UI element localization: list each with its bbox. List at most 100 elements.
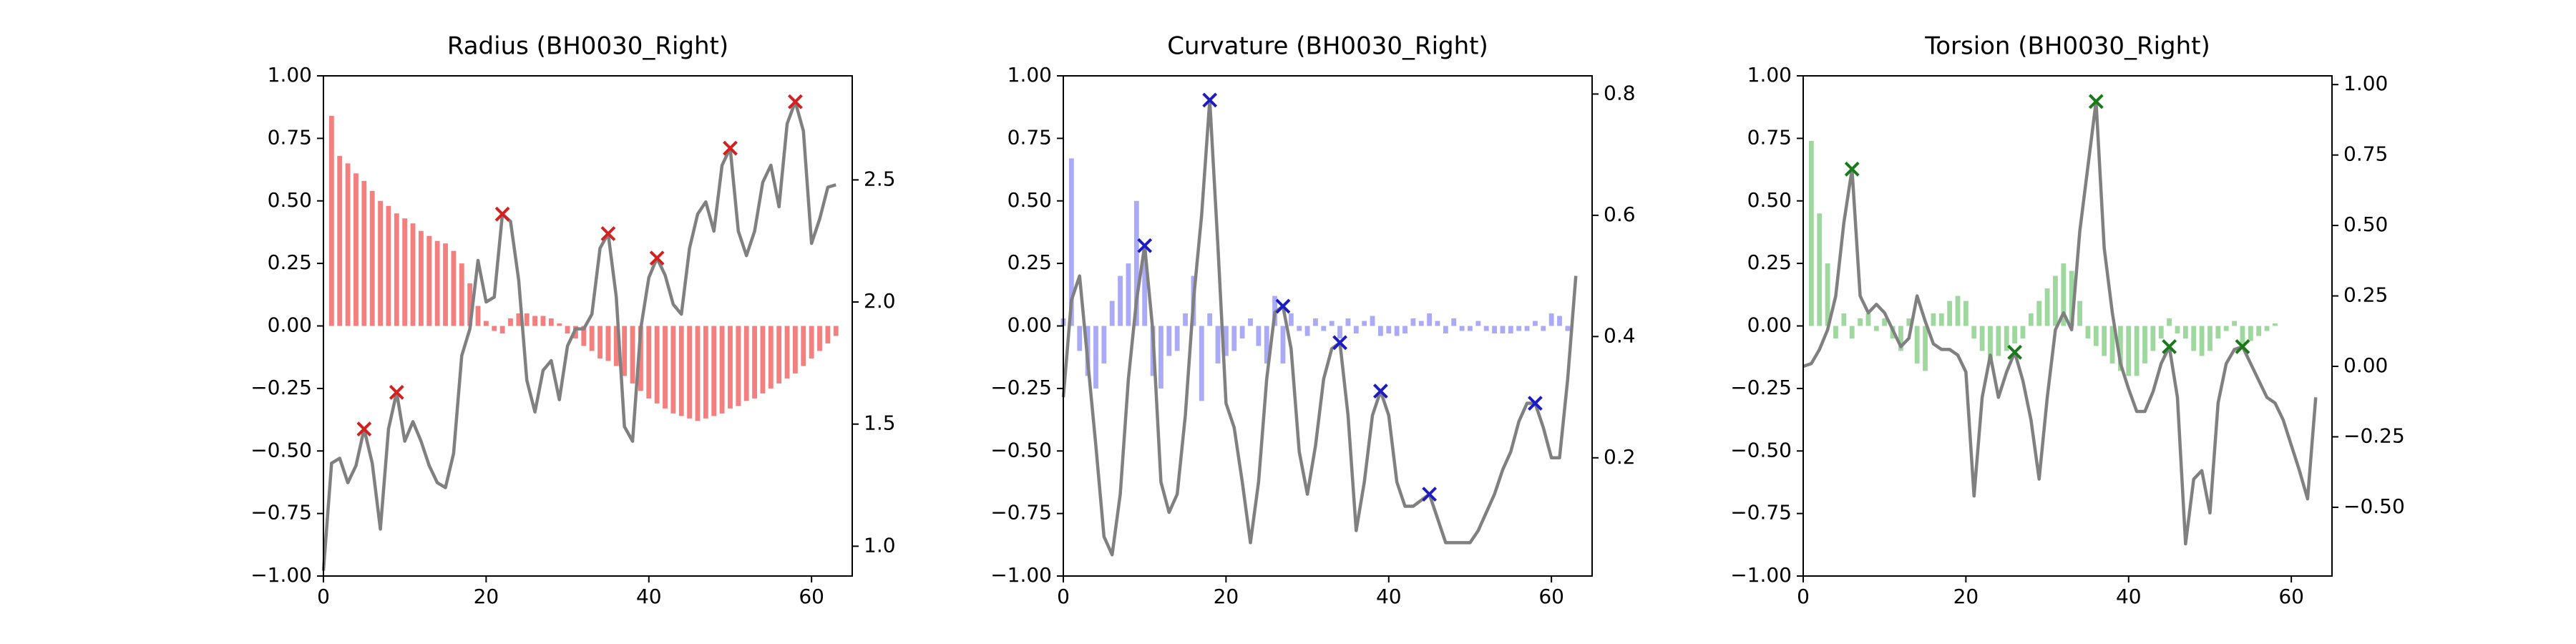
peak-marker (2088, 94, 2104, 109)
bar (1817, 213, 1823, 326)
bar (817, 326, 822, 351)
y-tick-label: 0.75 (1747, 125, 1792, 149)
bar (1345, 318, 1351, 326)
y2-tick-label: 2.5 (864, 167, 896, 190)
bar (1231, 326, 1237, 351)
bar (1093, 326, 1098, 389)
bar (646, 326, 652, 399)
bar (1183, 313, 1188, 326)
bar (2126, 326, 2132, 376)
y2-tick-label: 0.4 (1604, 323, 1636, 347)
bar (2167, 318, 2172, 326)
bar (1931, 313, 1936, 326)
bar (1443, 326, 1448, 333)
bar (695, 326, 701, 421)
bar (1500, 326, 1506, 333)
y2-tick-label: 0.2 (1604, 445, 1636, 469)
y2-tick-label: 2.0 (864, 289, 896, 313)
bar (1264, 326, 1269, 364)
bar (378, 200, 383, 326)
y2-tick-label: −0.50 (2343, 494, 2405, 518)
peak-marker (649, 250, 665, 266)
bar (459, 263, 464, 326)
line (1802, 99, 2318, 546)
bar (1256, 326, 1262, 346)
y2-tick-label: 1.5 (864, 411, 896, 435)
bar (1541, 326, 1546, 331)
peak-marker (356, 421, 372, 436)
peak-marker (1844, 161, 1860, 177)
bar (1068, 158, 1074, 326)
bar (1923, 326, 1928, 371)
y-tick-label: 0.50 (1008, 188, 1052, 212)
bar (1223, 326, 1229, 356)
bar (2012, 326, 2018, 343)
bar (589, 326, 595, 351)
bar (1370, 316, 1375, 326)
bar (2117, 326, 2123, 371)
bar (703, 326, 708, 419)
bar (1516, 326, 1522, 331)
bar (532, 316, 538, 326)
bar (1288, 313, 1294, 326)
bar (1362, 321, 1367, 326)
bar (1533, 321, 1538, 326)
bar (1914, 326, 1920, 364)
x-tick-label: 0 (317, 585, 330, 608)
bar (2175, 326, 2180, 333)
bar (1427, 313, 1433, 326)
y-tick-label: 1.00 (268, 63, 312, 87)
subplot: Radius (BH0030_Right) 0 20 40 60 −1.00 −0.75 −0… (250, 32, 895, 609)
bar (1126, 263, 1131, 326)
bar (1410, 318, 1416, 326)
bar (678, 326, 684, 416)
bar (2256, 326, 2262, 336)
bar (1174, 326, 1180, 351)
x-tick-label: 20 (474, 585, 499, 608)
bar (353, 173, 358, 326)
bar (760, 326, 766, 394)
bar (768, 326, 774, 389)
bar (2191, 326, 2197, 351)
x-tick-label: 40 (1376, 585, 1402, 608)
x-tick-label: 60 (799, 585, 824, 608)
bar (638, 326, 643, 391)
peak-marker (2235, 339, 2250, 354)
bar (1386, 326, 1392, 333)
bar (2053, 275, 2058, 326)
bar (2142, 326, 2147, 364)
bar (1971, 326, 1977, 338)
bar (801, 326, 806, 366)
bar (402, 218, 408, 326)
bar (1906, 318, 1912, 326)
bar (2044, 288, 2050, 326)
bar (1451, 318, 1457, 326)
y-tick-label: 0.75 (268, 125, 312, 149)
y2-tick-label: 1.00 (2343, 72, 2388, 95)
bar (793, 326, 798, 374)
y-tick-label: 1.00 (1747, 63, 1792, 87)
y-tick-label: −0.50 (990, 438, 1052, 462)
bar (426, 235, 432, 326)
bar (1988, 326, 1993, 364)
y2-tick-label: 0.6 (1604, 203, 1636, 226)
bar (605, 326, 611, 361)
bar (434, 240, 440, 326)
bar (2134, 326, 2140, 376)
bar (410, 223, 416, 326)
y-tick-label: −1.00 (1730, 563, 1792, 587)
peak-marker (1372, 384, 1388, 399)
bar (1865, 313, 1871, 326)
x-tick-label: 60 (2278, 585, 2304, 608)
y2-tick-label: 0.75 (2343, 142, 2388, 166)
bar (597, 326, 602, 358)
bar (825, 326, 831, 343)
subplot: Torsion (BH0030_Right) 0 20 40 60 −1.00 −0.75 −… (1730, 32, 2405, 609)
bar (2240, 326, 2245, 346)
bar (2036, 301, 2042, 326)
y2-tick-label: −0.25 (2343, 424, 2405, 447)
bar (663, 326, 668, 409)
bar (1833, 326, 1838, 338)
bar (2102, 326, 2107, 356)
bar (1101, 326, 1107, 364)
